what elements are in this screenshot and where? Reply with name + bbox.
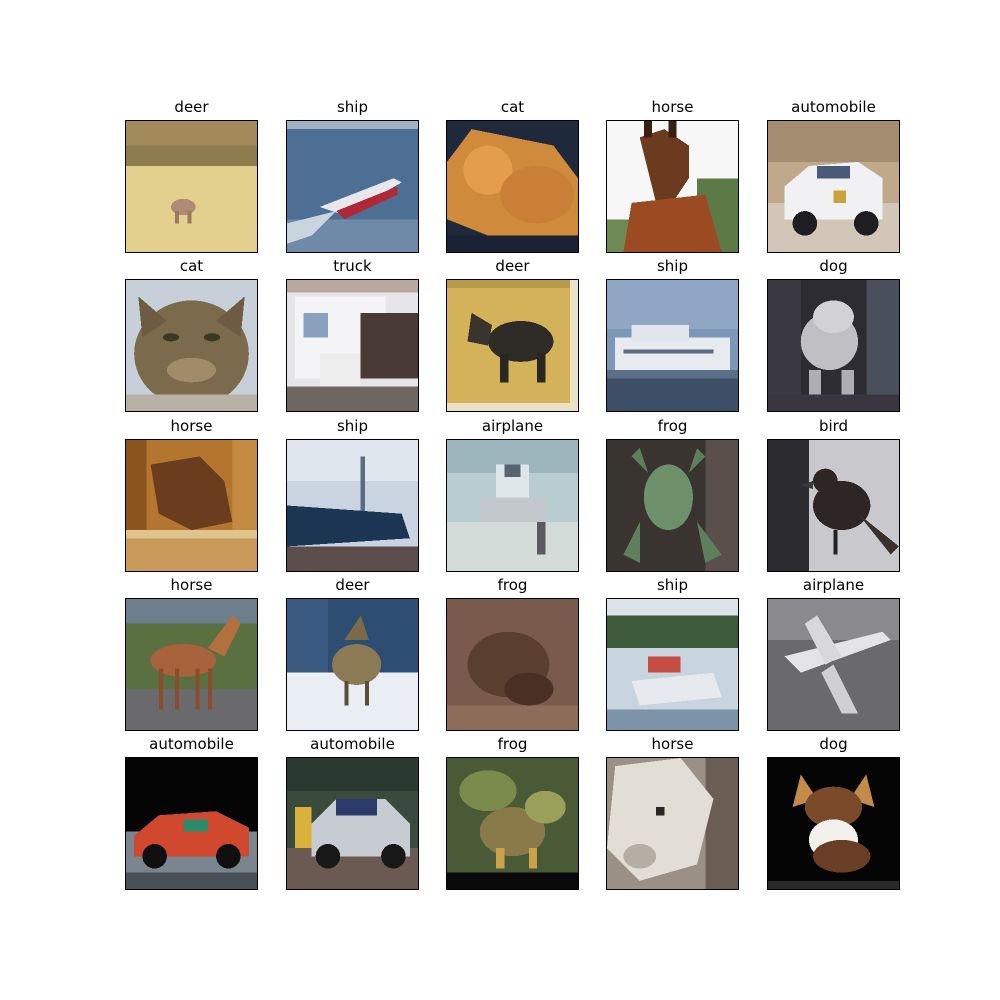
horse-image [606, 757, 739, 890]
image-label: horse [606, 735, 739, 753]
ship-image [606, 279, 739, 412]
image-label: ship [606, 576, 739, 594]
frog-image [606, 439, 739, 572]
image-label: horse [606, 98, 739, 116]
automobile-image [286, 757, 419, 890]
image-label: frog [446, 735, 579, 753]
image-label: ship [286, 98, 419, 116]
image-label: automobile [286, 735, 419, 753]
image-label: deer [125, 98, 258, 116]
image-label: horse [125, 417, 258, 435]
image-label: automobile [125, 735, 258, 753]
truck-image [286, 279, 419, 412]
cat-image [446, 120, 579, 253]
automobile-image [125, 757, 258, 890]
image-label: frog [446, 576, 579, 594]
image-label: dog [767, 257, 900, 275]
image-label: cat [125, 257, 258, 275]
automobile-image [767, 120, 900, 253]
image-label: dog [767, 735, 900, 753]
image-label: airplane [767, 576, 900, 594]
deer-image [446, 279, 579, 412]
image-label: bird [767, 417, 900, 435]
deer-image [125, 120, 258, 253]
dog-image [767, 279, 900, 412]
frog-image [446, 757, 579, 890]
cat-image [125, 279, 258, 412]
image-label: horse [125, 576, 258, 594]
ship-image [286, 439, 419, 572]
horse-image [125, 439, 258, 572]
ship-image [606, 598, 739, 731]
bird-image [767, 439, 900, 572]
airplane-image [446, 439, 579, 572]
image-label: ship [286, 417, 419, 435]
dog-image [767, 757, 900, 890]
horse-image [606, 120, 739, 253]
airplane-image [767, 598, 900, 731]
horse-image [125, 598, 258, 731]
image-label: ship [606, 257, 739, 275]
frog-image [446, 598, 579, 731]
image-label: automobile [767, 98, 900, 116]
ship-image [286, 120, 419, 253]
image-label: airplane [446, 417, 579, 435]
image-label: truck [286, 257, 419, 275]
image-label: cat [446, 98, 579, 116]
deer-image [286, 598, 419, 731]
image-label: deer [286, 576, 419, 594]
image-label: deer [446, 257, 579, 275]
image-label: frog [606, 417, 739, 435]
